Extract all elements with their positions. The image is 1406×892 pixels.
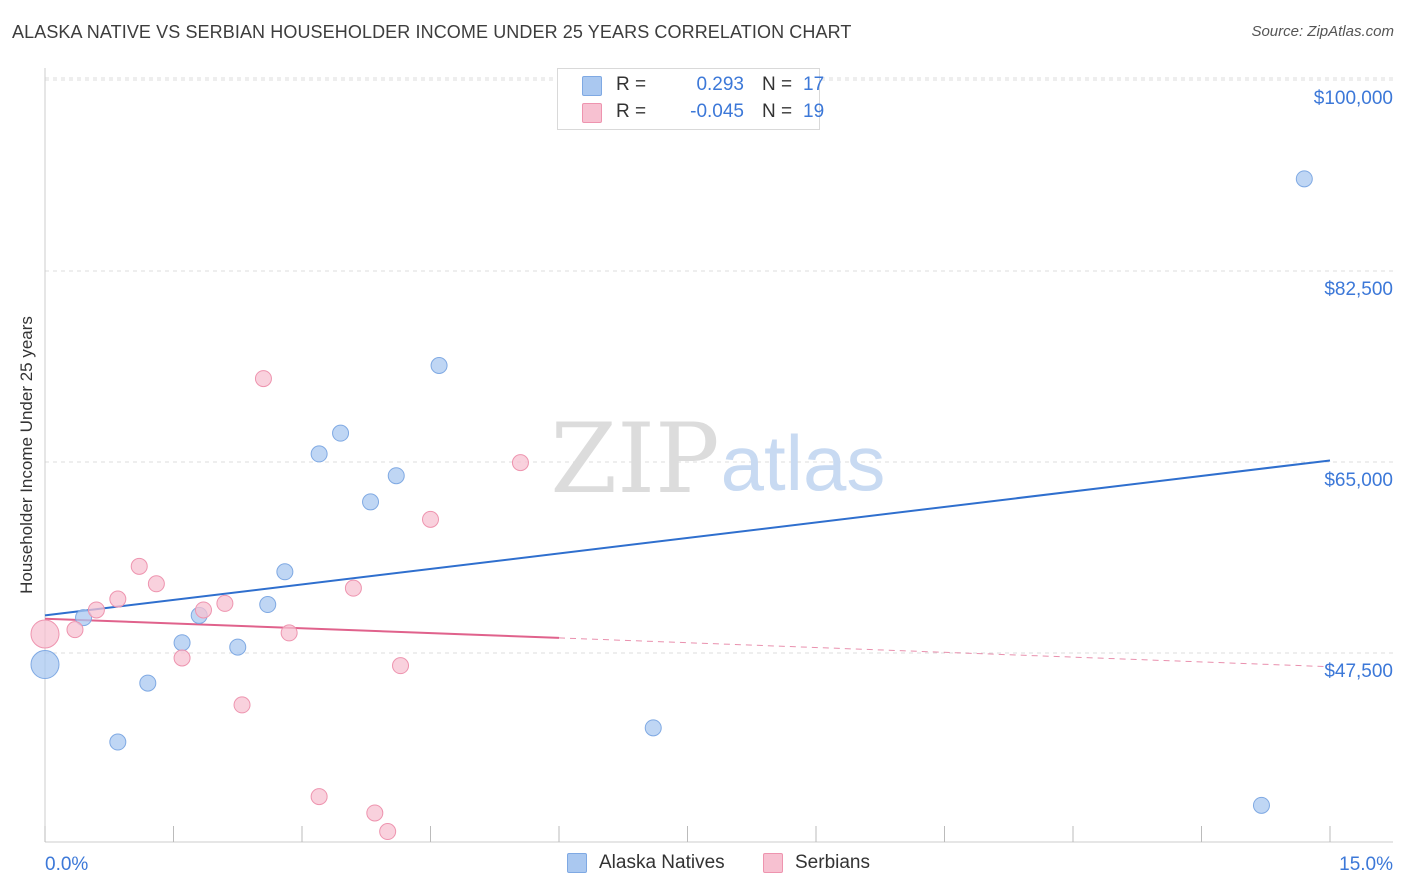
serbian-point bbox=[254, 370, 272, 388]
legend-swatch-serbians bbox=[763, 853, 783, 873]
alaska-native-point bbox=[276, 563, 294, 581]
x-tick-label: 0.0% bbox=[45, 854, 88, 875]
alaska-native-point bbox=[109, 733, 127, 751]
source-note: Source: ZipAtlas.com bbox=[1251, 23, 1394, 40]
stats-r-value: 0.293 bbox=[696, 74, 744, 95]
alaska-native-point bbox=[173, 634, 191, 652]
y-tick-label: $100,000 bbox=[1314, 88, 1393, 109]
alaska-native-point bbox=[332, 424, 350, 442]
x-tick-label: 15.0% bbox=[1339, 854, 1393, 875]
alaska-native-point bbox=[310, 445, 328, 463]
y-axis-title-wrap: Householder Income Under 25 years bbox=[14, 0, 40, 892]
stats-swatch-alaska bbox=[582, 76, 602, 96]
alaska-native-point bbox=[30, 650, 60, 680]
serbian-point bbox=[280, 624, 298, 642]
serbian-point bbox=[344, 579, 362, 597]
serbian-point bbox=[511, 454, 529, 472]
serbian-point bbox=[173, 649, 191, 667]
serbian-point bbox=[147, 575, 165, 593]
alaska-native-point bbox=[229, 638, 247, 656]
serbian-point bbox=[233, 696, 251, 714]
serbian-point bbox=[194, 601, 212, 619]
stats-swatch-serbians bbox=[582, 103, 602, 123]
grid-lines bbox=[45, 77, 1393, 654]
serbian-point bbox=[392, 657, 410, 675]
trend-lines bbox=[44, 459, 1331, 668]
stats-r-label: R = bbox=[616, 101, 647, 122]
y-tick-label: $82,500 bbox=[1324, 279, 1393, 300]
y-axis-title: Householder Income Under 25 years bbox=[17, 316, 36, 594]
alaska-native-point bbox=[644, 719, 662, 737]
y-tick-label: $47,500 bbox=[1324, 661, 1393, 682]
tick-labels: $47,500 $65,000 $82,500 $100,000 0.0% 15.0% bbox=[45, 88, 1393, 875]
serbian-point bbox=[310, 788, 328, 806]
serbian-point bbox=[366, 804, 384, 822]
alaska-native-point bbox=[1252, 796, 1270, 814]
alaska-native-point bbox=[387, 467, 405, 485]
alaska-native-point bbox=[362, 493, 380, 511]
stats-n-label: N = bbox=[762, 74, 793, 95]
watermark-atlas: atlas bbox=[721, 419, 886, 507]
y-tick-label: $65,000 bbox=[1324, 470, 1393, 491]
stats-r-label: R = bbox=[616, 74, 647, 95]
trend-line-dashed-1 bbox=[558, 637, 1331, 668]
watermark-zip: ZIP bbox=[550, 403, 719, 515]
stats-box: R = 0.293 N = 17 R = -0.045 N = 19 bbox=[557, 68, 824, 130]
stats-n-value: 19 bbox=[803, 101, 825, 122]
serbian-point bbox=[109, 590, 127, 608]
serbian-point bbox=[66, 621, 84, 639]
stats-n-label: N = bbox=[762, 101, 793, 122]
alaska-native-point bbox=[139, 674, 157, 692]
legend-label: Alaska Natives bbox=[599, 852, 725, 873]
alaska-native-point bbox=[430, 356, 448, 374]
axes bbox=[44, 68, 1393, 843]
alaska-native-point bbox=[259, 596, 277, 614]
data-points bbox=[30, 170, 1313, 841]
trend-line-0 bbox=[44, 459, 1331, 617]
chart-title: ALASKA NATIVE VS SERBIAN HOUSEHOLDER INC… bbox=[12, 22, 852, 42]
serbian-point bbox=[130, 557, 148, 575]
legend-swatch-alaska-natives bbox=[567, 853, 587, 873]
trend-line-1 bbox=[44, 617, 560, 639]
alaska-native-point bbox=[75, 609, 93, 627]
serbian-point bbox=[216, 594, 234, 612]
legend-label: Serbians bbox=[795, 852, 870, 873]
serbian-point bbox=[87, 601, 105, 619]
stats-r-value: -0.045 bbox=[690, 101, 744, 122]
serbian-point bbox=[422, 510, 439, 528]
stats-n-value: 17 bbox=[803, 74, 825, 95]
alaska-native-point bbox=[1295, 170, 1313, 188]
serbian-point bbox=[379, 823, 397, 841]
serbian-point bbox=[30, 619, 60, 649]
